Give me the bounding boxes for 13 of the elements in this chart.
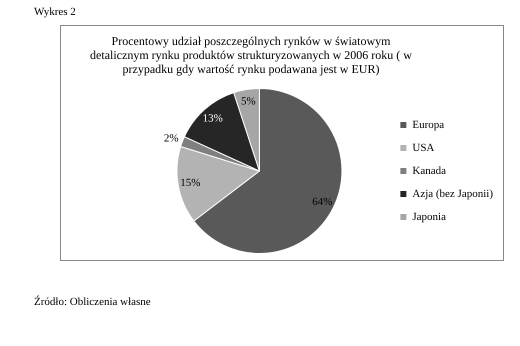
chart-title: Procentowy udział poszczególnych rynków w światowym detalicznym rynku produktów strukturyzowanych w 2006 roku ( w przypadku gdy wartość rynku podawana jest w EUR): [89, 34, 413, 76]
data-label: 2%: [164, 132, 178, 145]
text: Źródło: Obliczenia własne: [34, 296, 151, 308]
legend-label: Kanada: [412, 164, 446, 177]
data-label: 15%: [180, 177, 200, 190]
data-label: 5%: [241, 96, 256, 108]
legend-label: Azja (bez Japonii): [412, 188, 494, 200]
legend-label: Europa: [412, 118, 444, 131]
legend-label: Japonia: [412, 210, 446, 223]
legend-label: USA: [412, 142, 434, 154]
text: Wykres 2: [34, 6, 76, 18]
data-label: 13%: [202, 112, 223, 125]
data-label: 64%: [312, 196, 332, 208]
